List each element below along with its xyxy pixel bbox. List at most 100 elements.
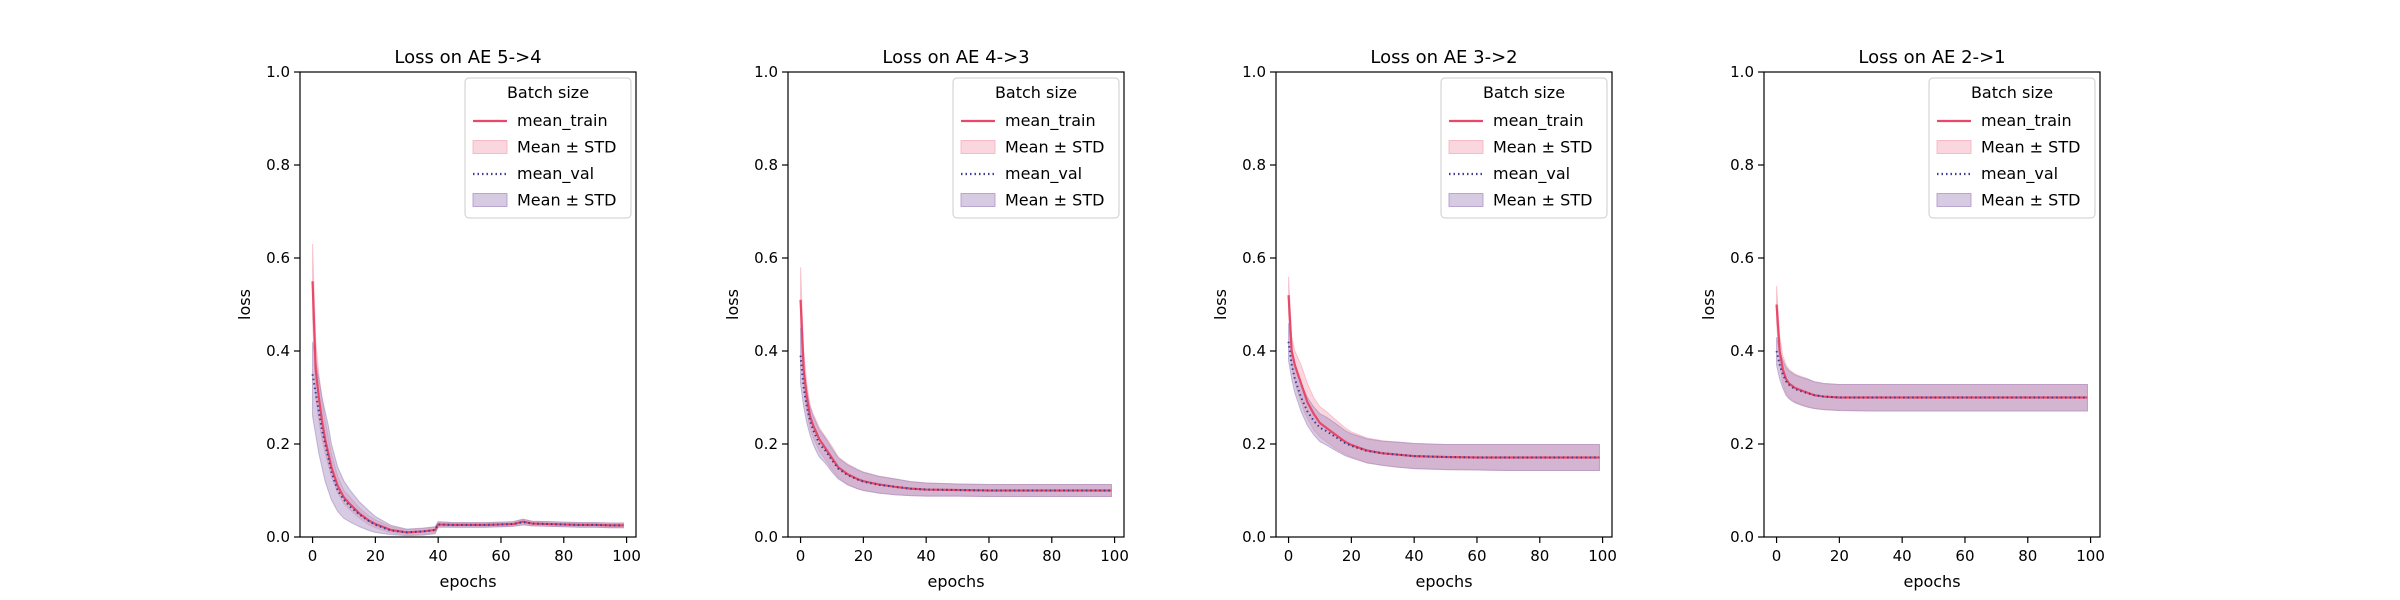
series-line-mean_val xyxy=(1287,341,1600,459)
chart-panel-3: Loss on AE 3->2 0 20 40 60 80 100 0.0 0.2 0.4 0.6 0… xyxy=(1211,47,1617,591)
x-tick-label: 0 xyxy=(308,547,318,565)
legend-swatch-patch xyxy=(960,193,996,207)
y-tick-label: 0.0 xyxy=(266,528,290,546)
std-band-mean_val xyxy=(1288,323,1600,471)
x-tick-label: 60 xyxy=(979,547,998,565)
series-line-mean_train xyxy=(799,299,1112,492)
x-tick-label: 20 xyxy=(366,547,385,565)
std-band-mean_train xyxy=(312,244,624,536)
legend-entry-label: mean_train xyxy=(1005,111,1096,131)
legend-swatch-patch xyxy=(472,193,508,207)
x-tick-label: 100 xyxy=(612,547,641,565)
chart-panel-1: Loss on AE 5->4 0 20 40 60 80 100 0.0 0.2 0.4 0.6 0… xyxy=(235,47,641,591)
legend-entry-label: mean_val xyxy=(1981,164,2058,184)
y-tick-label: 0.2 xyxy=(266,435,290,453)
chart-title: Loss on AE 3->2 xyxy=(1370,47,1517,68)
y-tick-label: 0.8 xyxy=(1242,156,1266,174)
x-tick-label: 20 xyxy=(854,547,873,565)
legend: Batch size mean_train Mean ± STD mean_val Me… xyxy=(1440,77,1608,219)
legend-swatch-patch xyxy=(1936,140,1972,154)
y-tick-label: 1.0 xyxy=(1730,63,1754,81)
y-tick-label: 1.0 xyxy=(1242,63,1266,81)
legend-entry-label: mean_val xyxy=(517,164,594,184)
series-line-mean_train xyxy=(311,281,624,534)
chart-panel-2: Loss on AE 4->3 0 20 40 60 80 100 0.0 0.2 0.4 0.6 0… xyxy=(723,47,1129,591)
y-tick-label: 0.8 xyxy=(266,156,290,174)
legend-entry-label: mean_train xyxy=(517,111,608,131)
y-tick-label: 0.4 xyxy=(1730,342,1754,360)
legend-title: Batch size xyxy=(1971,83,2053,102)
x-tick-label: 40 xyxy=(917,547,936,565)
y-tick-label: 0.8 xyxy=(754,156,778,174)
legend-entry-label: Mean ± STD xyxy=(1493,138,1592,157)
series-line-mean_val xyxy=(799,355,1112,492)
x-tick-label: 40 xyxy=(1893,547,1912,565)
y-tick-label: 0.4 xyxy=(1242,342,1266,360)
plot-frame xyxy=(1763,71,2101,538)
legend-title: Batch size xyxy=(1483,83,1565,102)
std-band-mean_val xyxy=(1776,336,2088,412)
legend-entry-label: Mean ± STD xyxy=(1981,191,2080,210)
legend-entry-label: mean_train xyxy=(1493,111,1584,131)
chart-title: Loss on AE 4->3 xyxy=(882,47,1029,68)
legend-box xyxy=(1928,77,2096,219)
x-tick-label: 80 xyxy=(554,547,573,565)
x-axis-label: epochs xyxy=(1903,572,1960,591)
x-tick-label: 60 xyxy=(491,547,510,565)
y-tick-label: 0.2 xyxy=(1730,435,1754,453)
x-tick-label: 100 xyxy=(1588,547,1617,565)
chart-title: Loss on AE 2->1 xyxy=(1858,47,2005,68)
y-tick-label: 0.8 xyxy=(1730,156,1754,174)
x-tick-label: 100 xyxy=(2076,547,2105,565)
y-tick-label: 0.2 xyxy=(754,435,778,453)
y-tick-label: 0.0 xyxy=(1242,528,1266,546)
plot-frame xyxy=(787,71,1125,538)
x-tick-label: 60 xyxy=(1955,547,1974,565)
legend-box xyxy=(952,77,1120,219)
x-axis-label: epochs xyxy=(927,572,984,591)
legend-entry-label: mean_val xyxy=(1493,164,1570,184)
series-line-mean_train xyxy=(1287,295,1600,459)
y-tick-label: 0.0 xyxy=(1730,528,1754,546)
y-tick-label: 0.0 xyxy=(754,528,778,546)
y-tick-label: 0.4 xyxy=(754,342,778,360)
legend-swatch-patch xyxy=(960,140,996,154)
legend-swatch-patch xyxy=(1448,193,1484,207)
y-axis-label: loss xyxy=(1211,289,1230,320)
x-tick-label: 100 xyxy=(1100,547,1129,565)
legend-swatch-patch xyxy=(1936,193,1972,207)
legend-entry-label: Mean ± STD xyxy=(1981,138,2080,157)
y-axis-label: loss xyxy=(1699,289,1718,320)
legend-box xyxy=(1440,77,1608,219)
y-tick-label: 0.4 xyxy=(266,342,290,360)
legend-box xyxy=(464,77,632,219)
series-line-mean_train xyxy=(1775,304,2088,399)
y-axis-label: loss xyxy=(235,289,254,320)
plot-frame xyxy=(1275,71,1613,538)
legend-entry-label: Mean ± STD xyxy=(1005,191,1104,210)
x-tick-label: 20 xyxy=(1830,547,1849,565)
legend: Batch size mean_train Mean ± STD mean_val Me… xyxy=(464,77,632,219)
legend-title: Batch size xyxy=(995,83,1077,102)
legend-entry-label: Mean ± STD xyxy=(517,191,616,210)
x-tick-label: 40 xyxy=(429,547,448,565)
std-band-mean_train xyxy=(800,267,1112,498)
legend-swatch-patch xyxy=(472,140,508,154)
legend: Batch size mean_train Mean ± STD mean_val Me… xyxy=(1928,77,2096,219)
y-tick-label: 0.6 xyxy=(1242,249,1266,267)
legend-entry-label: Mean ± STD xyxy=(1005,138,1104,157)
x-tick-label: 0 xyxy=(1284,547,1294,565)
plot-frame xyxy=(299,71,637,538)
y-tick-label: 1.0 xyxy=(754,63,778,81)
legend: Batch size mean_train Mean ± STD mean_val Me… xyxy=(952,77,1120,219)
chart-panel-4: Loss on AE 2->1 0 20 40 60 80 100 0.0 0.2 0.4 0.6 0… xyxy=(1699,47,2105,591)
legend-title: Batch size xyxy=(507,83,589,102)
x-axis-label: epochs xyxy=(1415,572,1472,591)
x-tick-label: 40 xyxy=(1405,547,1424,565)
y-tick-label: 0.6 xyxy=(1730,249,1754,267)
legend-entry-label: mean_train xyxy=(1981,111,2072,131)
legend-entry-label: Mean ± STD xyxy=(1493,191,1592,210)
x-tick-label: 80 xyxy=(1530,547,1549,565)
x-tick-label: 0 xyxy=(796,547,806,565)
